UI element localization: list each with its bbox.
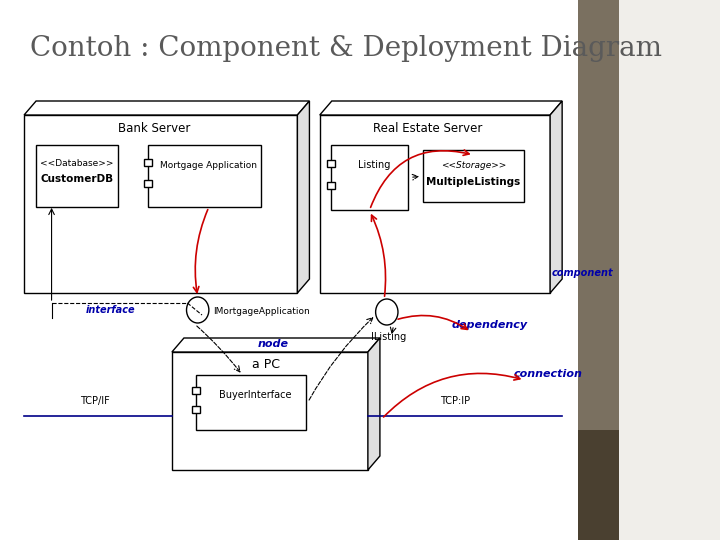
FancyBboxPatch shape [423, 150, 524, 202]
FancyBboxPatch shape [331, 145, 408, 210]
FancyBboxPatch shape [577, 430, 619, 540]
Text: dependency: dependency [451, 320, 527, 330]
FancyBboxPatch shape [143, 180, 152, 187]
FancyBboxPatch shape [148, 145, 261, 207]
Text: TCP:IP: TCP:IP [441, 396, 471, 406]
Polygon shape [320, 101, 562, 115]
FancyBboxPatch shape [327, 182, 336, 189]
Text: TCP/IF: TCP/IF [80, 396, 109, 406]
Text: CustomerDB: CustomerDB [40, 174, 114, 184]
Text: a PC: a PC [251, 359, 279, 372]
Text: Mortgage Application: Mortgage Application [161, 160, 257, 170]
FancyBboxPatch shape [192, 387, 200, 394]
FancyBboxPatch shape [327, 160, 336, 167]
FancyBboxPatch shape [172, 352, 368, 470]
Text: Real Estate Server: Real Estate Server [374, 122, 482, 134]
Text: BuyerInterface: BuyerInterface [219, 390, 292, 400]
Text: interface: interface [85, 305, 135, 315]
FancyBboxPatch shape [24, 115, 297, 293]
FancyBboxPatch shape [320, 115, 550, 293]
FancyBboxPatch shape [143, 159, 152, 166]
FancyBboxPatch shape [196, 375, 306, 430]
Text: node: node [258, 339, 289, 349]
Text: Listing: Listing [358, 160, 390, 170]
Text: IListing: IListing [371, 332, 406, 342]
Polygon shape [172, 338, 380, 352]
Polygon shape [368, 338, 380, 470]
Text: IMortgageApplication: IMortgageApplication [213, 307, 310, 316]
Text: <<Storage>>: <<Storage>> [441, 161, 506, 171]
Polygon shape [24, 101, 310, 115]
Polygon shape [297, 101, 310, 293]
Text: connection: connection [514, 369, 583, 379]
Polygon shape [550, 101, 562, 293]
FancyBboxPatch shape [36, 145, 118, 207]
Text: MultipleListings: MultipleListings [426, 177, 521, 187]
Text: Bank Server: Bank Server [117, 122, 190, 134]
Text: Contoh : Component & Deployment Diagram: Contoh : Component & Deployment Diagram [30, 35, 662, 62]
Text: component: component [552, 268, 613, 278]
FancyBboxPatch shape [577, 0, 619, 540]
FancyBboxPatch shape [0, 0, 577, 540]
Text: <<Database>>: <<Database>> [40, 159, 114, 167]
FancyBboxPatch shape [192, 406, 200, 413]
